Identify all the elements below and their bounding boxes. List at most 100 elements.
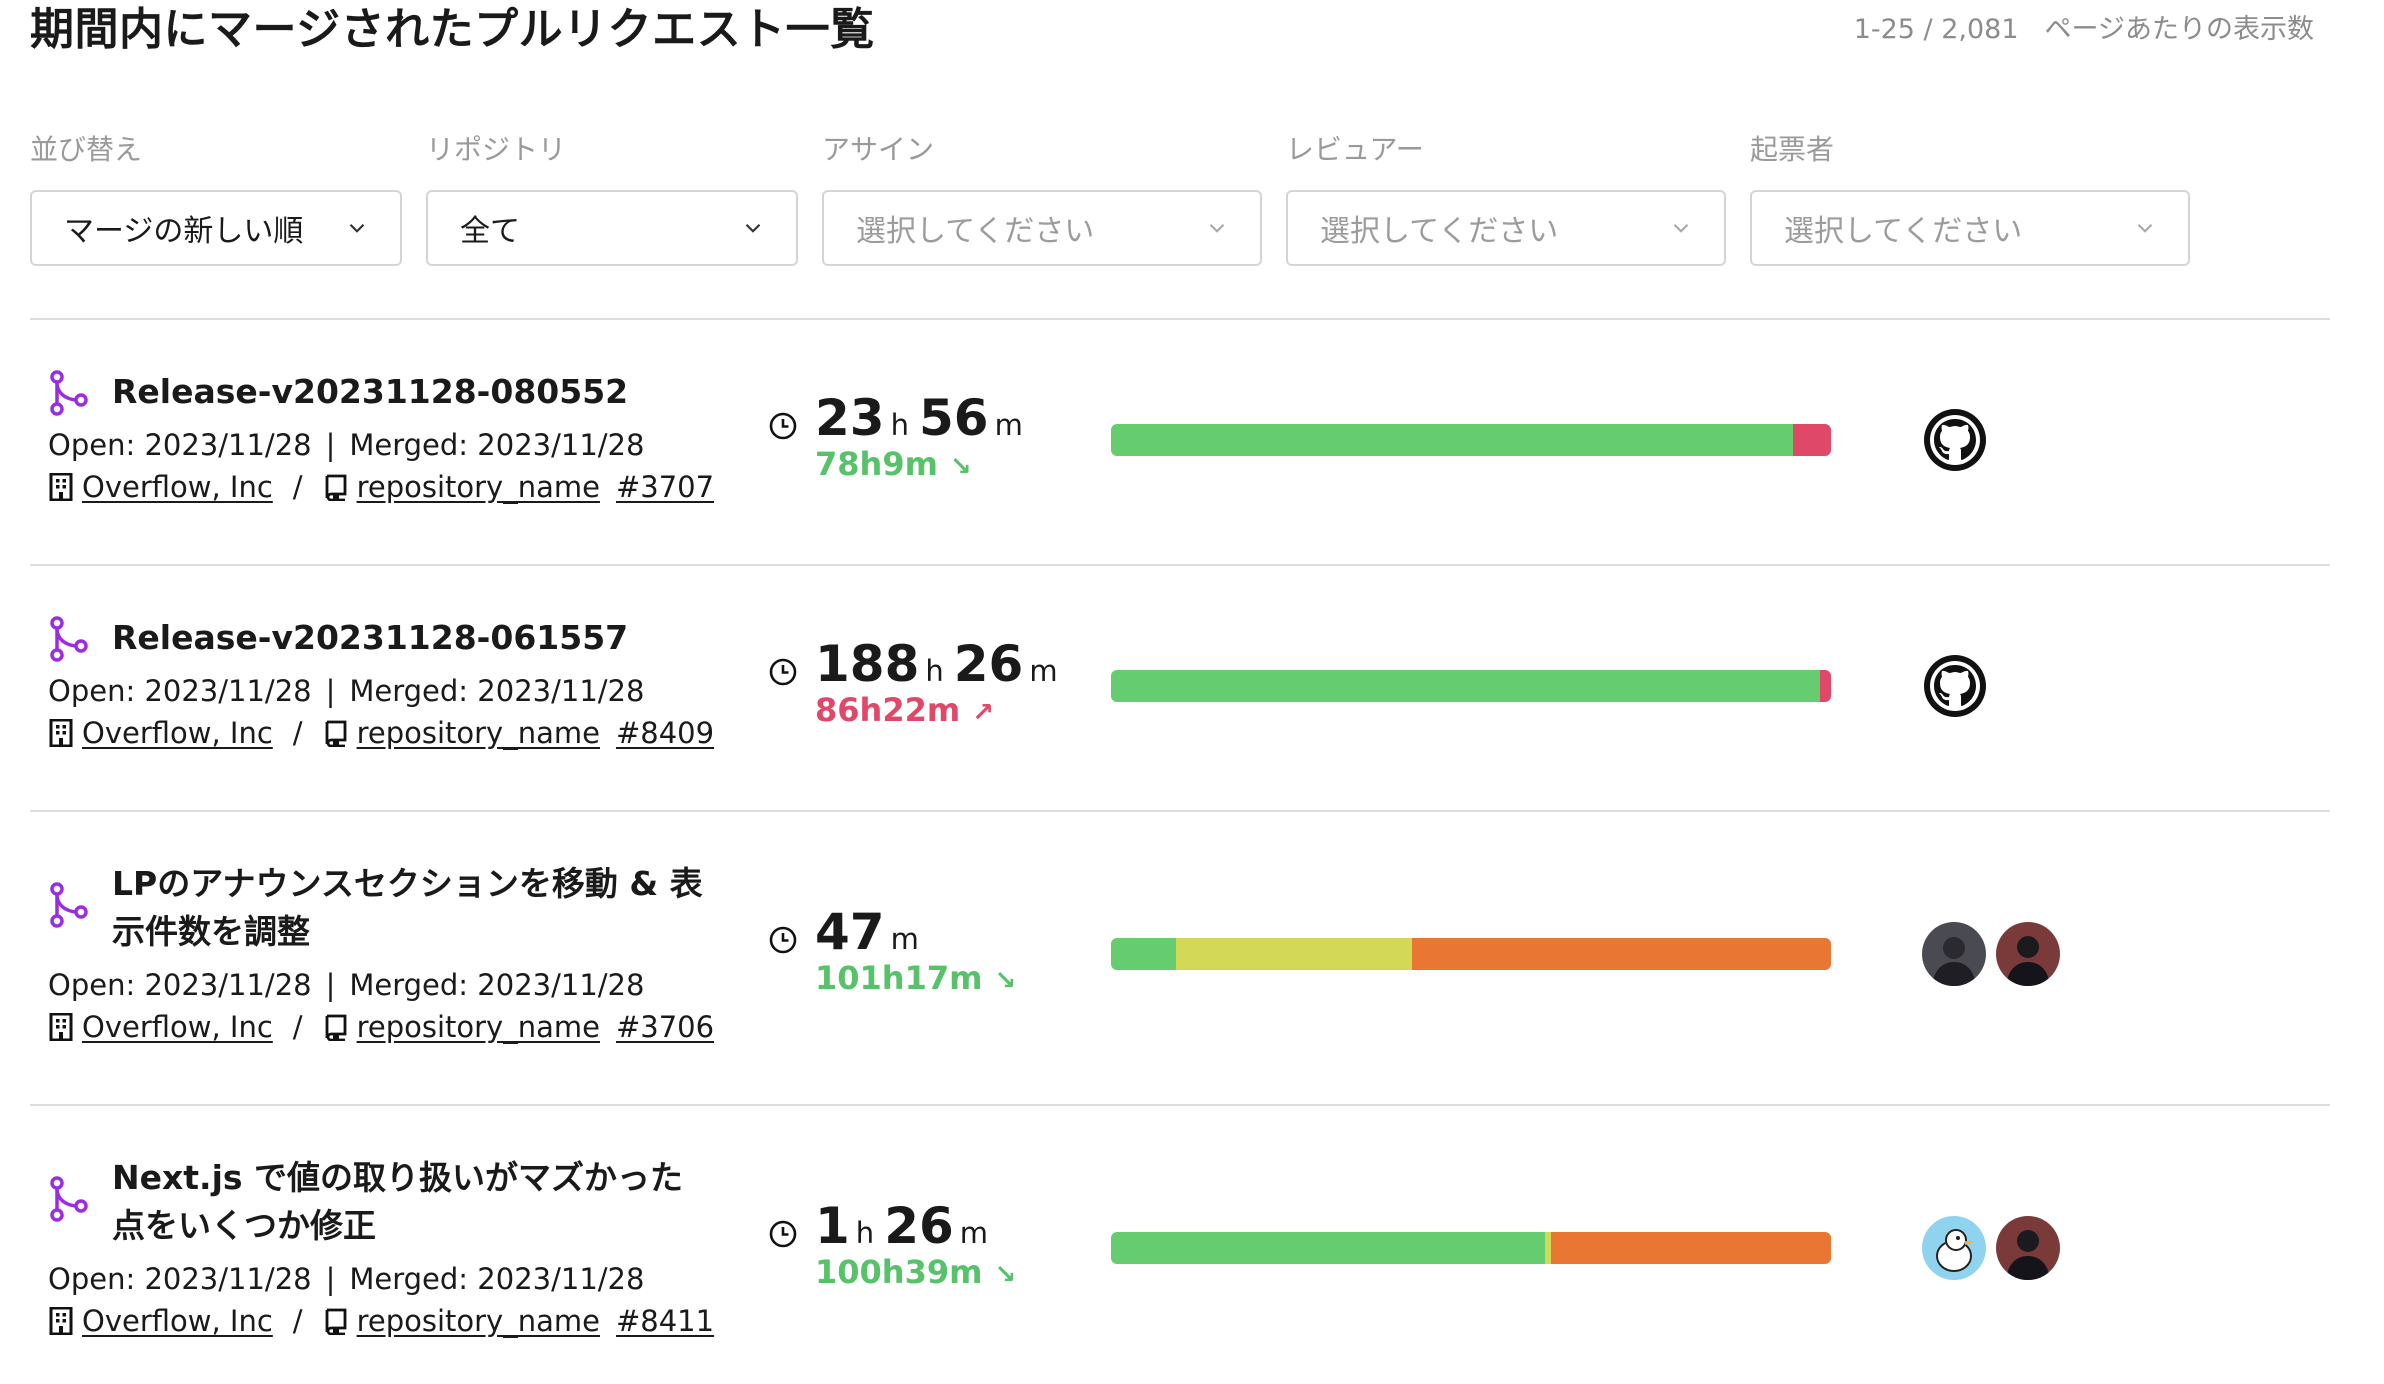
participant-avatar[interactable] — [1996, 1216, 2060, 1280]
chevron-down-icon — [1209, 223, 1225, 233]
merged-date: Merged: 2023/11/28 — [349, 1262, 645, 1296]
organization-link[interactable]: Overflow, Inc — [82, 716, 273, 750]
bar-segment-green — [1111, 938, 1176, 970]
date-separator: | — [325, 1262, 336, 1296]
merged-date: Merged: 2023/11/28 — [349, 674, 645, 708]
pr-location: Overflow, Inc / repository_name #3706 — [48, 1006, 714, 1048]
page-title: 期間内にマージされたプルリクエスト一覧 — [30, 4, 875, 55]
merged-pr-icon — [50, 370, 88, 416]
pr-number-link[interactable]: #8409 — [615, 716, 715, 750]
pr-title[interactable]: Release-v20231128-080552 — [112, 372, 629, 411]
per-page-selector[interactable]: ページあたりの表示数 — [2044, 14, 2314, 45]
merged-pr-icon — [50, 1176, 88, 1222]
reviewer-placeholder: 選択してください — [1320, 214, 1559, 249]
merge-duration: 23 h 56 m — [815, 390, 1033, 446]
participant-avatar[interactable] — [1922, 1216, 1986, 1280]
pagination-range: 1-25 / 2,081 — [1853, 14, 2019, 45]
merged-pr-icon — [50, 882, 88, 928]
repository-label: リポジトリ — [426, 133, 567, 166]
bar-segment-red — [1820, 670, 1831, 702]
author-select[interactable]: 選択してください — [1750, 190, 2190, 266]
github-icon — [1924, 409, 1986, 471]
chevron-down-icon — [745, 223, 761, 233]
pr-title[interactable]: Next.js で値の取り扱いがマズかった点をいくつか修正 — [112, 1158, 684, 1245]
pr-dates: Open: 2023/11/28 | Merged: 2023/11/28 — [48, 964, 644, 1006]
author-filter: 起票者 選択してください — [1750, 130, 2190, 266]
avatar-image — [1996, 922, 2060, 986]
opened-date: Open: 2023/11/28 — [48, 968, 312, 1002]
pr-title[interactable]: LPのアナウンスセクションを移動 & 表示件数を調整 — [112, 864, 703, 951]
phase-progress-bar — [1111, 424, 1831, 456]
bar-segment-orange — [1411, 938, 1831, 970]
pr-location: Overflow, Inc / repository_name #8411 — [48, 1300, 714, 1342]
pr-location: Overflow, Inc / repository_name #3707 — [48, 466, 714, 508]
trend-up-icon: ↗ — [972, 698, 994, 728]
divider — [30, 1104, 2330, 1106]
hour-unit: h — [855, 1216, 875, 1250]
repository-link[interactable]: repository_name — [356, 716, 600, 750]
duration-hours: 1 — [815, 1197, 850, 1255]
minute-unit: m — [994, 408, 1023, 442]
merge-duration: 188 h 26 m — [815, 636, 1068, 692]
path-separator: / — [292, 1304, 303, 1338]
pr-number-link[interactable]: #8411 — [615, 1304, 715, 1338]
divider — [30, 564, 2330, 566]
repository-icon — [325, 1308, 346, 1335]
delta-value: 101h17m — [815, 959, 983, 997]
assignee-select[interactable]: 選択してください — [822, 190, 1262, 266]
duration-hours: 23 — [815, 389, 885, 447]
clock-icon — [769, 1220, 797, 1248]
organization-icon — [49, 1307, 73, 1335]
avatar-image — [1996, 1216, 2060, 1280]
pr-number-link[interactable]: #3707 — [615, 470, 715, 504]
pr-dates: Open: 2023/11/28 | Merged: 2023/11/28 — [48, 670, 644, 712]
minute-unit: m — [1029, 654, 1058, 688]
repository-icon — [325, 720, 346, 747]
participant-avatar[interactable] — [1996, 922, 2060, 986]
organization-link[interactable]: Overflow, Inc — [82, 1010, 273, 1044]
repository-icon — [325, 474, 346, 501]
hour-unit: h — [925, 654, 944, 688]
participant-avatar[interactable] — [1922, 922, 1986, 986]
trend-down-icon: ↘ — [949, 452, 972, 482]
delta-value: 78h9m — [815, 445, 938, 483]
pr-number-link[interactable]: #3706 — [615, 1010, 715, 1044]
reviewer-filter: レビュアー 選択してください — [1286, 130, 1726, 266]
path-separator: / — [292, 470, 303, 504]
pr-title[interactable]: Release-v20231128-061557 — [112, 618, 629, 657]
merged-pr-icon — [50, 616, 88, 662]
merge-duration: 47 m — [815, 904, 929, 960]
organization-link[interactable]: Overflow, Inc — [82, 1304, 273, 1338]
bar-segment-yellow — [1545, 1232, 1551, 1264]
duration-minutes: 26 — [884, 1197, 954, 1255]
sort-label: 並び替え — [30, 133, 143, 166]
author-placeholder: 選択してください — [1784, 214, 2023, 249]
repository-select[interactable]: 全て — [426, 190, 798, 266]
chevron-down-icon — [349, 223, 365, 233]
date-separator: | — [325, 968, 336, 1002]
duration-minutes: 47 — [815, 903, 885, 961]
divider — [30, 318, 2330, 320]
duration-minutes: 26 — [953, 635, 1024, 693]
path-separator: / — [292, 1010, 303, 1044]
opened-date: Open: 2023/11/28 — [48, 1262, 312, 1296]
sort-select[interactable]: マージの新しい順 — [30, 190, 402, 266]
duration-delta: 78h9m ↘ — [815, 444, 972, 487]
path-separator: / — [292, 716, 303, 750]
merged-date: Merged: 2023/11/28 — [349, 428, 645, 462]
organization-link[interactable]: Overflow, Inc — [82, 470, 273, 504]
repository-link[interactable]: repository_name — [356, 1010, 600, 1044]
repository-icon — [325, 1014, 346, 1041]
repository-link[interactable]: repository_name — [356, 470, 600, 504]
sort-filter: 並び替え マージの新しい順 — [30, 130, 402, 266]
trend-down-icon: ↘ — [994, 1260, 1017, 1290]
duration-delta: 86h22m ↗ — [815, 690, 994, 733]
bar-segment-green — [1111, 1232, 1546, 1264]
chevron-down-icon — [2137, 223, 2153, 233]
repository-link[interactable]: repository_name — [356, 1304, 600, 1338]
pr-dates: Open: 2023/11/28 | Merged: 2023/11/28 — [48, 424, 644, 466]
clock-icon — [769, 412, 797, 440]
delta-value: 86h22m — [815, 691, 961, 729]
reviewer-select[interactable]: 選択してください — [1286, 190, 1726, 266]
